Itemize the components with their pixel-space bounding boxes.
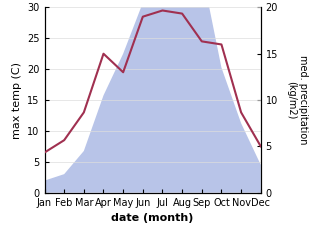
Y-axis label: max temp (C): max temp (C) <box>11 62 22 139</box>
Y-axis label: med. precipitation
(kg/m2): med. precipitation (kg/m2) <box>286 55 308 145</box>
X-axis label: date (month): date (month) <box>111 213 194 223</box>
